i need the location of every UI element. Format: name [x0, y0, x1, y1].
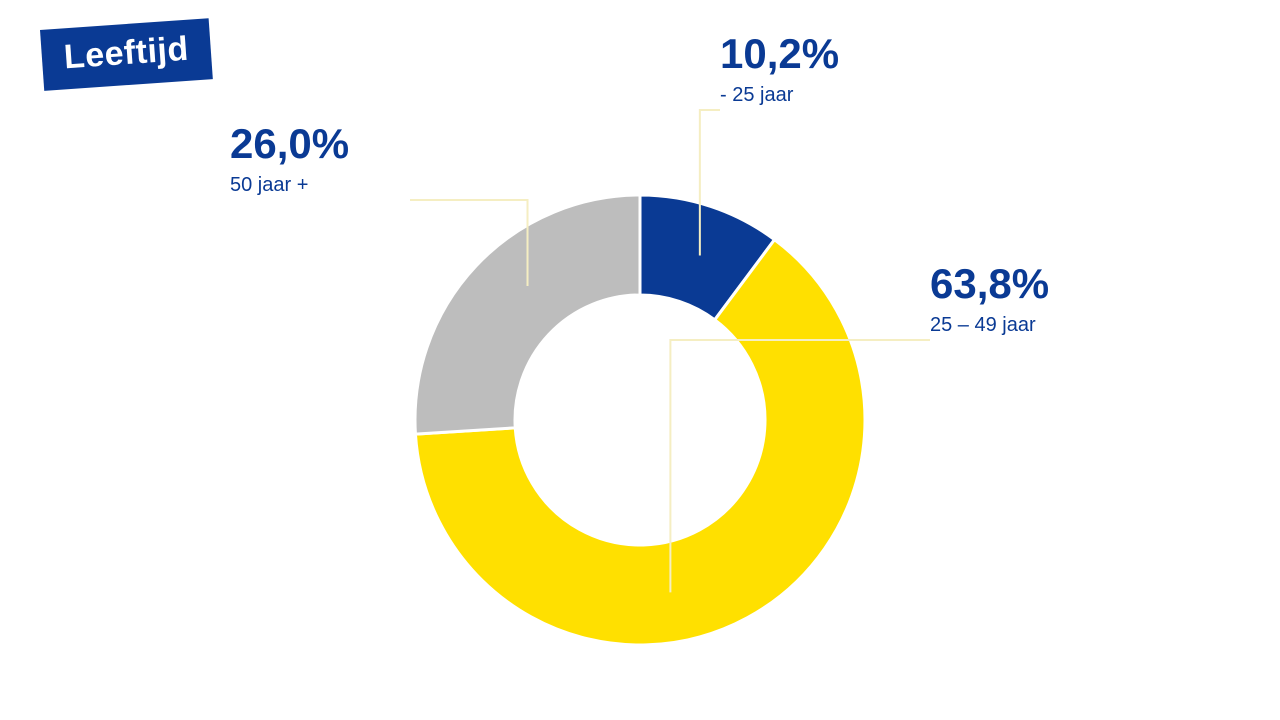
callout-50plus-percent: 26,0% [230, 120, 349, 168]
chart-stage: Leeftijd 10,2% - 25 jaar 63,8% 25 – 49 j… [0, 0, 1280, 720]
callout-50plus: 26,0% 50 jaar + [230, 120, 349, 197]
callout-50plus-label: 50 jaar + [230, 174, 349, 197]
callout-25-49-label: 25 – 49 jaar [930, 314, 1049, 337]
callout-25-49: 63,8% 25 – 49 jaar [930, 260, 1049, 337]
callout-under25-percent: 10,2% [720, 30, 839, 78]
callout-under25-label: - 25 jaar [720, 84, 839, 107]
callout-25-49-percent: 63,8% [930, 260, 1049, 308]
callout-under25: 10,2% - 25 jaar [720, 30, 839, 107]
donut-chart [0, 0, 1280, 720]
